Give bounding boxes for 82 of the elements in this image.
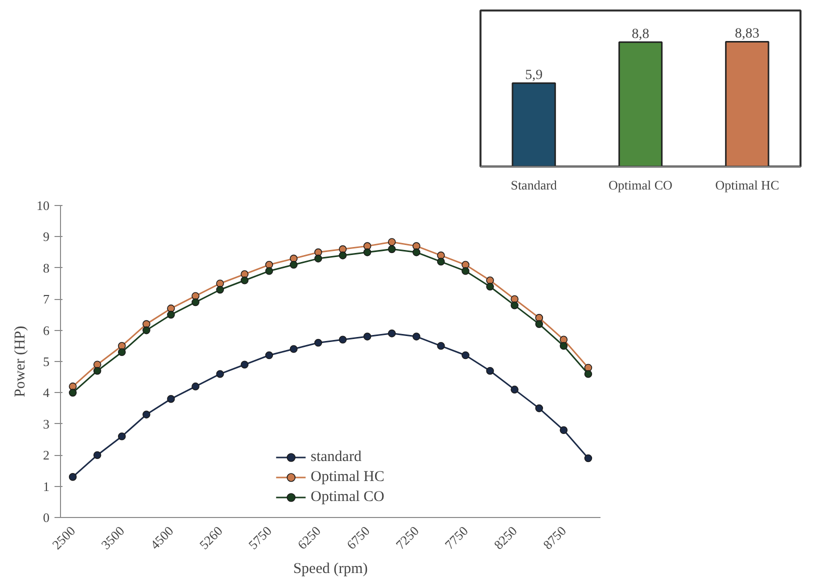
point: [167, 310, 175, 319]
point: [584, 454, 592, 462]
x-tick-label: Standard: [510, 178, 558, 192]
x-tick-label: Optimal HC: [715, 178, 780, 192]
point: [265, 267, 274, 275]
point: [363, 248, 372, 256]
point: [167, 395, 175, 403]
point: [338, 252, 347, 260]
point: [338, 336, 347, 344]
point: [216, 370, 224, 378]
x-tick-label: 7250: [392, 523, 422, 552]
point: [68, 473, 77, 481]
x-tick-label: 8750: [540, 523, 569, 552]
point: [462, 260, 470, 269]
point: [118, 348, 126, 356]
point: [535, 320, 544, 328]
y-tick-label: 7: [43, 292, 50, 307]
legend-label: Optimal CO: [310, 488, 384, 506]
point: [560, 426, 568, 434]
y-tick-label: 9: [43, 229, 50, 244]
point: [240, 360, 248, 369]
point: [142, 326, 150, 334]
point: [216, 286, 224, 294]
x-tick-label: 8250: [490, 523, 520, 552]
point: [93, 366, 102, 375]
point: [437, 252, 445, 260]
point: [290, 345, 298, 353]
point: [314, 254, 322, 262]
point: [192, 382, 200, 390]
point: [462, 267, 470, 275]
legend-label: standard: [310, 448, 362, 466]
point: [314, 338, 322, 347]
data-label: 8,83: [734, 26, 760, 42]
y-tick-label: 4: [43, 385, 50, 400]
point: [412, 332, 420, 340]
point: [535, 314, 544, 322]
point: [290, 260, 298, 269]
point: [118, 342, 126, 350]
y-tick-label: 5: [43, 354, 50, 369]
point: [388, 330, 396, 338]
point: [486, 276, 494, 284]
y-axis-title: Power (HP): [12, 326, 28, 398]
y-tick-label: 1: [43, 478, 50, 494]
point: [510, 301, 518, 310]
x-tick-label: 4500: [147, 523, 176, 552]
x-tick-label: Optimal CO: [608, 178, 672, 192]
point: [192, 298, 200, 306]
y-tick-label: 3: [43, 416, 50, 432]
legend-label: Optimal HC: [310, 468, 384, 486]
x-tick-label: 6250: [294, 523, 324, 552]
point: [118, 432, 126, 440]
point: [535, 404, 544, 412]
point: [437, 258, 445, 266]
point: [192, 292, 200, 300]
point: [265, 351, 274, 360]
data-label: 8,8: [632, 27, 650, 42]
point: [363, 332, 372, 340]
point: [240, 276, 248, 284]
x-tick-label: 6750: [344, 523, 373, 552]
point: [142, 410, 150, 418]
point: [584, 370, 592, 378]
point: [68, 388, 77, 397]
x-tick-label: 7750: [442, 523, 471, 552]
y-tick-label: 8: [43, 260, 50, 276]
y-tick-label: 10: [36, 198, 50, 213]
y-tick-label: 6: [43, 322, 50, 338]
point: [462, 351, 470, 360]
point: [388, 238, 396, 246]
point: [486, 282, 494, 291]
y-tick-label: 0: [43, 510, 50, 525]
data-label: 5,9: [525, 68, 543, 84]
point: [412, 248, 420, 256]
point: [93, 451, 102, 459]
point: [388, 245, 396, 254]
point: [437, 342, 445, 350]
y-tick-label: 2: [43, 448, 50, 463]
point: [68, 382, 77, 390]
point: [510, 386, 518, 394]
point: [486, 366, 494, 375]
x-axis-title: Speed (rpm): [293, 561, 368, 578]
point: [216, 280, 224, 288]
point: [560, 342, 568, 350]
